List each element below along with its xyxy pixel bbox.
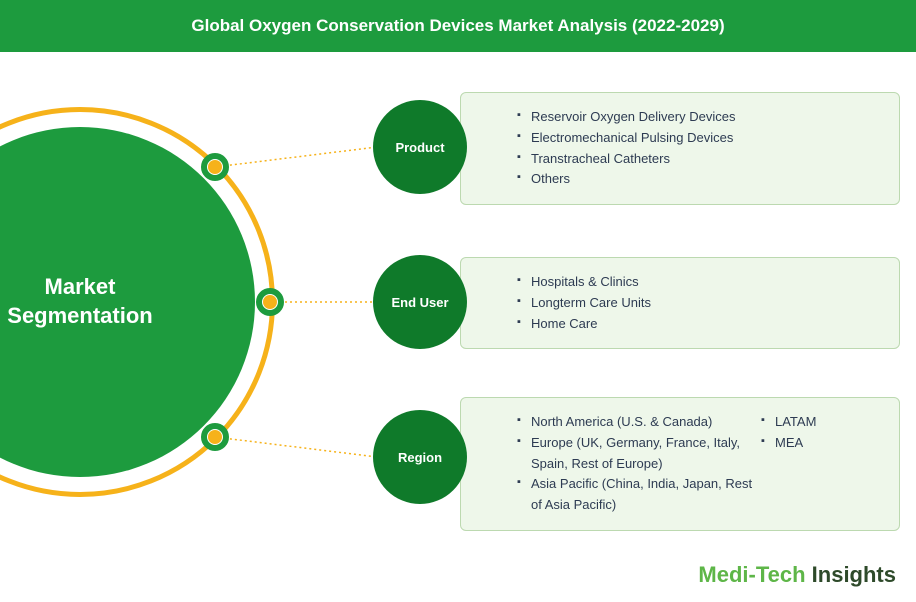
list-item: Longterm Care Units xyxy=(517,293,881,314)
list-item: Electromechanical Pulsing Devices xyxy=(517,128,881,149)
title-text: Global Oxygen Conservation Devices Marke… xyxy=(191,16,724,36)
list-item: Home Care xyxy=(517,314,881,335)
segment-box-end-user: Hospitals & ClinicsLongterm Care UnitsHo… xyxy=(460,257,900,349)
list-item: Others xyxy=(517,169,881,190)
connector-node-dot xyxy=(208,430,222,444)
list-item: Hospitals & Clinics xyxy=(517,272,881,293)
connector-node xyxy=(201,423,229,451)
list-item: Transtracheal Catheters xyxy=(517,149,881,170)
diagram-canvas: Market Segmentation Reservoir Oxygen Deli… xyxy=(0,52,916,562)
segment-circle-end-user: End User xyxy=(373,255,467,349)
connector-node-dot xyxy=(263,295,277,309)
segment-items-col1: Hospitals & ClinicsLongterm Care UnitsHo… xyxy=(517,272,881,334)
logo-part-1: Medi-Tech xyxy=(698,562,805,587)
list-item: Reservoir Oxygen Delivery Devices xyxy=(517,107,881,128)
segment-circle-region: Region xyxy=(373,410,467,504)
segment-items-col1: Reservoir Oxygen Delivery DevicesElectro… xyxy=(517,107,881,190)
connector-node xyxy=(256,288,284,316)
segment-items-col1: North America (U.S. & Canada)Europe (UK,… xyxy=(517,412,761,516)
footer-logo: Medi-Tech Insights xyxy=(698,562,896,588)
title-bar: Global Oxygen Conservation Devices Marke… xyxy=(0,0,916,52)
segment-box-region: North America (U.S. & Canada)Europe (UK,… xyxy=(460,397,900,531)
hub-label: Market Segmentation xyxy=(7,273,152,330)
segment-box-product: Reservoir Oxygen Delivery DevicesElectro… xyxy=(460,92,900,205)
list-item: North America (U.S. & Canada) xyxy=(517,412,761,433)
logo-part-2: Insights xyxy=(806,562,896,587)
list-item: LATAM xyxy=(761,412,881,433)
segment-circle-product: Product xyxy=(373,100,467,194)
connector-node-dot xyxy=(208,160,222,174)
list-item: MEA xyxy=(761,433,881,454)
list-item: Europe (UK, Germany, France, Italy, Spai… xyxy=(517,433,761,475)
segment-items-col2: LATAMMEA xyxy=(761,412,881,516)
connector-node xyxy=(201,153,229,181)
list-item: Asia Pacific (China, India, Japan, Rest … xyxy=(517,474,761,516)
